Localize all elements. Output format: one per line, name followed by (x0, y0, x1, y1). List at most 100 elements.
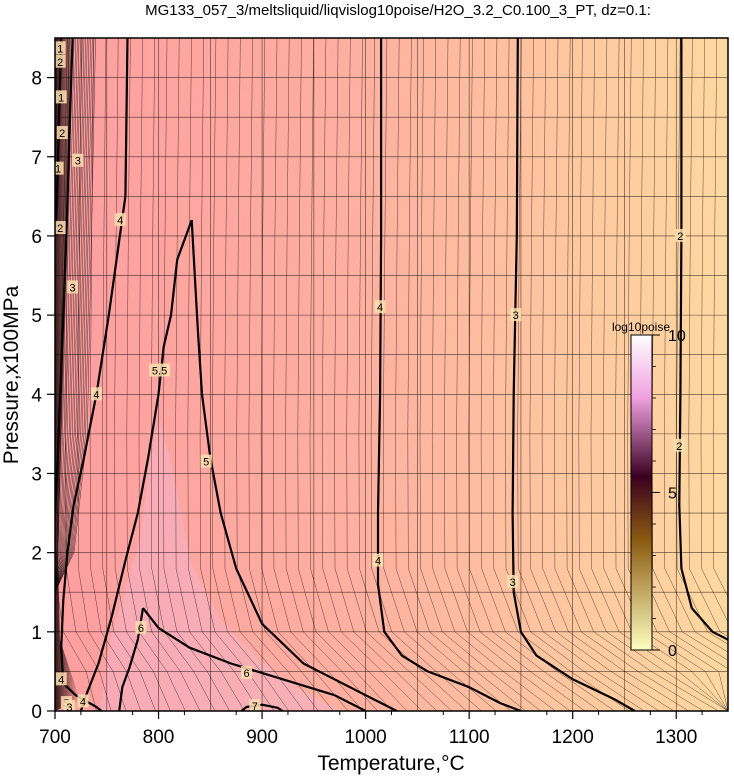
contour-label-text: 2 (59, 128, 65, 140)
y-axis: 0 1 2 3 4 5 6 7 8 (31, 69, 55, 723)
contour-label-background (55, 672, 67, 686)
contour-label: 4 (114, 213, 126, 227)
y-tick-label: 2 (31, 544, 42, 565)
x-tick-label: 800 (143, 727, 175, 748)
contour-label-background (241, 665, 253, 679)
contour-label: 3 (63, 700, 75, 714)
contour-label-text: 4 (377, 302, 383, 314)
contour-label: 3 (507, 574, 519, 589)
contour-label-text: 3 (70, 282, 76, 294)
x-axis: 700 800 900 1000 1100 1200 1300 (39, 711, 703, 748)
contour-label-background (90, 387, 102, 401)
bold-contour-level-7 (240, 703, 284, 711)
y-tick-label: 7 (31, 148, 42, 169)
y-tick-label: 6 (31, 227, 42, 248)
contour-label-text: 4 (58, 674, 64, 686)
contour-label-text: 7 (252, 701, 258, 713)
contour-label: 2 (55, 221, 66, 235)
contour-label-background (372, 553, 384, 567)
x-axis-label: Temperature,°C (317, 752, 464, 775)
contour-label-text: 5 (203, 457, 209, 469)
contour-label: 4 (374, 300, 386, 314)
contour-label: 2 (55, 54, 66, 69)
y-tick-label: 1 (31, 623, 42, 644)
contour-label: 2 (56, 126, 68, 140)
contour-label: 6 (135, 620, 147, 635)
contour-label-background (507, 574, 519, 588)
contour-label-text: 6 (243, 668, 249, 680)
contour-label-background (55, 161, 64, 175)
dark-left-region (55, 38, 80, 711)
x-tick-label: 1000 (344, 727, 386, 748)
contour-label-text: 3 (510, 577, 516, 589)
contour-label-background (135, 620, 147, 634)
bold-contour-level-4 (376, 38, 522, 711)
contour-label: 4 (77, 694, 89, 708)
contour-label-text: 2 (677, 231, 683, 243)
bold-contour-lines (55, 38, 728, 711)
contour-label: 1 (55, 90, 67, 104)
contour-label: 4 (372, 553, 384, 568)
colorbar-scale (630, 334, 653, 651)
contour-label-text: 1 (55, 164, 61, 176)
contour-label: 6 (241, 665, 253, 680)
contour-label-background (114, 213, 126, 227)
y-tick-label: 5 (31, 306, 42, 327)
contour-label-text: 4 (80, 696, 86, 708)
contour-label-background (55, 41, 66, 55)
contour-label-text: 3 (513, 310, 519, 322)
contour-label-background (200, 454, 212, 468)
colorbar-label: log10poise (612, 320, 670, 334)
contour-label-background (67, 280, 79, 294)
pink-low-region (100, 420, 340, 711)
chart-title: MG133_057_3/meltsliquid/liqvislog10poise… (145, 2, 651, 19)
bold-contour-level-6 (142, 607, 367, 711)
contour-label-text: 3 (75, 156, 81, 168)
contour-label-text: 2 (676, 441, 682, 453)
y-tick-label: 4 (31, 385, 42, 406)
contour-label-background (55, 90, 67, 104)
contour-label-text: 4 (375, 556, 381, 568)
y-axis-label: Pressure,x100MPa (0, 285, 23, 464)
x-tick-label: 1100 (449, 727, 490, 748)
contour-label-text: 1 (57, 43, 63, 55)
contour-label: 4 (55, 672, 67, 686)
contour-label: 2 (673, 438, 685, 453)
contour-label-background (374, 300, 386, 314)
grid-lines (55, 38, 728, 711)
x-tick-label: 1300 (655, 727, 697, 748)
contour-label: 1 (55, 161, 64, 176)
contour-label-text: 2 (57, 223, 63, 235)
contour-label-text: 1 (58, 92, 64, 104)
x-tick-label: 1200 (552, 727, 594, 748)
colorbar: log10poise 0 5 10 (612, 320, 686, 660)
contour-label: 3 (67, 280, 79, 294)
contour-label-text: 2 (57, 57, 63, 69)
bold-contour-level-2 (55, 38, 63, 236)
colorbar-tick-label: 0 (668, 643, 677, 660)
x-tick-label: 700 (39, 727, 71, 748)
contour-label-text: 4 (93, 389, 99, 401)
contour-label: 2 (674, 228, 686, 243)
contour-label: 5 (200, 454, 212, 469)
contour-label-background (55, 221, 66, 235)
contour-label-background (55, 54, 66, 68)
y-tick-label: 0 (31, 702, 42, 723)
contour-label-background (63, 700, 75, 711)
contour-label-text: 5.5 (152, 366, 167, 378)
contour-label-background (673, 438, 685, 452)
bold-contour-level-5 (190, 220, 398, 711)
contour-label-text: 3 (66, 702, 72, 714)
colorbar-tick-label: 10 (668, 328, 686, 345)
x-tick-label: 900 (246, 727, 278, 748)
contour-label-background (674, 228, 686, 242)
contour-label-text: 4 (117, 215, 123, 227)
bold-contour-level-5 (79, 219, 193, 711)
contour-label-background (72, 153, 84, 167)
contour-label-background (149, 363, 171, 377)
contour-label: 3 (510, 308, 522, 322)
contour-label: 4 (90, 387, 102, 401)
